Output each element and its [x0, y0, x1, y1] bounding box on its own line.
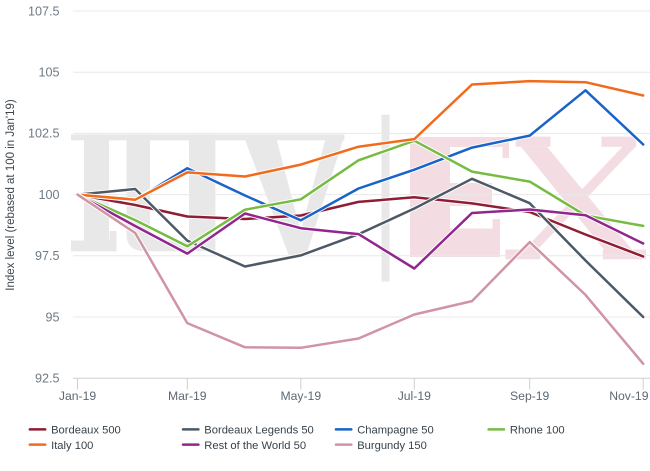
- svg-text:92.5: 92.5: [35, 372, 60, 386]
- svg-text:Sep-19: Sep-19: [510, 389, 550, 403]
- svg-text:Rest of the World 50: Rest of the World 50: [204, 440, 306, 452]
- svg-text:Mar-19: Mar-19: [168, 389, 207, 403]
- svg-text:Italy 100: Italy 100: [51, 440, 93, 452]
- svg-text:105: 105: [38, 66, 59, 80]
- svg-text:Bordeaux Legends 50: Bordeaux Legends 50: [204, 425, 313, 437]
- svg-text:Rhone 100: Rhone 100: [510, 425, 565, 437]
- svg-text:102.5: 102.5: [28, 127, 60, 141]
- svg-text:Index level (rebased at 100 in: Index level (rebased at 100 in Jan'19): [5, 99, 17, 291]
- svg-text:97.5: 97.5: [35, 249, 60, 263]
- svg-text:Jan-19: Jan-19: [59, 389, 96, 403]
- svg-text:95: 95: [45, 310, 59, 324]
- svg-text:100: 100: [38, 188, 59, 202]
- svg-text:107.5: 107.5: [28, 4, 60, 18]
- svg-text:Burgundy 150: Burgundy 150: [357, 440, 427, 452]
- svg-text:Jul-19: Jul-19: [398, 389, 431, 403]
- svg-text:Bordeaux 500: Bordeaux 500: [51, 425, 121, 437]
- svg-text:Champagne 50: Champagne 50: [357, 425, 434, 437]
- svg-text:May-19: May-19: [280, 389, 321, 403]
- svg-text:Nov-19: Nov-19: [609, 389, 649, 403]
